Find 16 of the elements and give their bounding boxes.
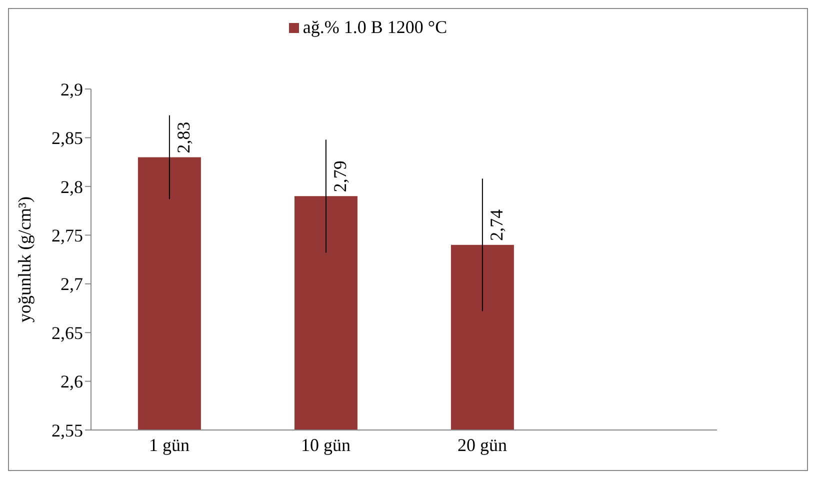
y-tick-label: 2,7 [60, 274, 83, 294]
data-label: 2,74 [486, 209, 506, 241]
x-tick-label: 1 gün [149, 434, 190, 455]
y-tick-label: 2,65 [52, 322, 83, 343]
y-tick-label: 2,9 [60, 79, 83, 100]
y-tick-label: 2,8 [60, 176, 83, 197]
y-tick-label: 2,85 [52, 128, 83, 148]
legend-label: ağ.% 1.0 B 1200 °C [302, 17, 448, 38]
x-tick-label: 20 gün [458, 434, 507, 455]
data-label: 2,79 [330, 160, 350, 192]
y-tick-label: 2,6 [60, 372, 83, 392]
y-tick-label: 2,75 [52, 226, 83, 246]
data-label: 2,83 [173, 122, 194, 154]
x-tick-label: 10 gün [301, 434, 350, 455]
y-axis-title: yoğunluk (g/cm³) [14, 196, 34, 322]
y-tick-label: 2,55 [52, 420, 83, 440]
